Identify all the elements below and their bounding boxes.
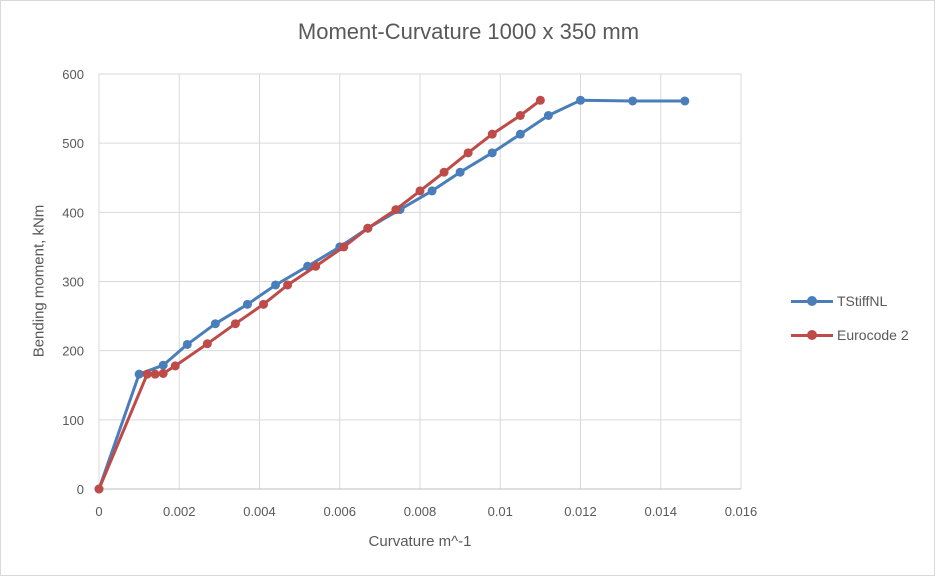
series-line-eurocode-2 bbox=[97, 99, 542, 490]
x-axis-label: Curvature m^-1 bbox=[368, 533, 472, 550]
data-point-eurocode-2 bbox=[230, 319, 240, 329]
data-point-eurocode-2 bbox=[415, 186, 425, 196]
data-point-eurocode-2 bbox=[170, 361, 180, 371]
data-point-tstiffnl bbox=[427, 186, 437, 196]
data-point-tstiffnl bbox=[271, 280, 281, 290]
data-point-tstiffnl bbox=[487, 148, 497, 158]
data-point-tstiffnl bbox=[182, 339, 192, 349]
x-tick-label: 0.014 bbox=[644, 504, 677, 519]
x-tick-label: 0.006 bbox=[323, 504, 356, 519]
data-point-eurocode-2 bbox=[391, 205, 401, 215]
data-point-tstiffnl bbox=[455, 167, 465, 177]
data-point-tstiffnl bbox=[134, 369, 144, 379]
x-tick-label: 0.004 bbox=[243, 504, 276, 519]
data-point-tstiffnl bbox=[576, 95, 585, 105]
legend: TStiffNL Eurocode 2 bbox=[791, 286, 909, 354]
data-point-eurocode-2 bbox=[363, 223, 373, 233]
data-point-tstiffnl bbox=[210, 319, 220, 329]
y-tick-label: 0 bbox=[77, 482, 84, 497]
data-point-tstiffnl bbox=[242, 299, 252, 309]
data-point-tstiffnl bbox=[515, 129, 525, 139]
data-point-tstiffnl bbox=[628, 96, 638, 106]
series-line-tstiffnl bbox=[97, 98, 685, 490]
y-tick-label: 100 bbox=[62, 413, 84, 428]
data-point-eurocode-2 bbox=[339, 242, 349, 252]
data-point-tstiffnl bbox=[543, 111, 553, 120]
x-tick-label: 0.008 bbox=[404, 504, 437, 519]
data-point-eurocode-2 bbox=[487, 129, 497, 139]
data-point-tstiffnl bbox=[680, 96, 690, 106]
x-tick-label: 0.002 bbox=[163, 504, 196, 519]
data-point-eurocode-2 bbox=[439, 167, 449, 177]
legend-item-eurocode-2: Eurocode 2 bbox=[791, 320, 909, 350]
data-point-eurocode-2 bbox=[535, 95, 545, 105]
legend-swatch-eurocode-2 bbox=[791, 329, 833, 341]
x-tick-label: 0.01 bbox=[488, 504, 513, 519]
x-tick-label: 0.012 bbox=[564, 504, 597, 519]
legend-item-tstiffnl: TStiffNL bbox=[791, 286, 909, 316]
legend-label-eurocode-2: Eurocode 2 bbox=[837, 327, 909, 343]
legend-label-tstiffnl: TStiffNL bbox=[837, 293, 888, 309]
data-point-eurocode-2 bbox=[94, 484, 104, 494]
chart-title: Moment-Curvature 1000 x 350 mm bbox=[297, 19, 640, 44]
data-point-eurocode-2 bbox=[150, 369, 160, 379]
data-point-eurocode-2 bbox=[259, 299, 269, 309]
data-point-eurocode-2 bbox=[463, 148, 473, 158]
y-tick-label: 600 bbox=[62, 67, 84, 82]
x-tick-label: 0 bbox=[95, 504, 102, 519]
data-point-eurocode-2 bbox=[283, 280, 293, 290]
data-point-eurocode-2 bbox=[515, 111, 525, 120]
data-point-eurocode-2 bbox=[311, 261, 321, 271]
data-point-eurocode-2 bbox=[158, 368, 168, 378]
data-point-tstiffnl bbox=[158, 360, 168, 370]
y-tick-label: 400 bbox=[62, 205, 84, 220]
y-tick-label: 200 bbox=[62, 344, 84, 359]
y-tick-label: 300 bbox=[62, 275, 84, 290]
y-tick-label: 500 bbox=[62, 136, 84, 151]
legend-swatch-tstiffnl bbox=[791, 295, 833, 307]
x-tick-label: 0.016 bbox=[725, 504, 758, 519]
data-point-eurocode-2 bbox=[202, 339, 212, 349]
data-point-eurocode-2 bbox=[142, 369, 152, 379]
